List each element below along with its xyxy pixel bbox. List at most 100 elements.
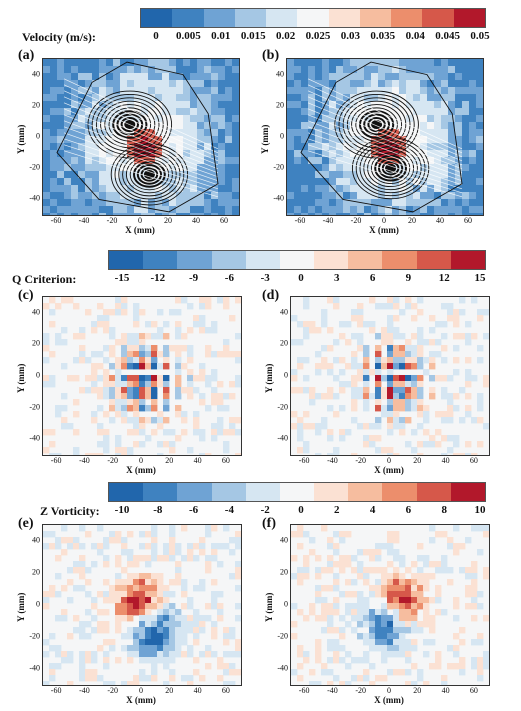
velocity-cell — [225, 150, 233, 158]
velocity-cell — [71, 101, 79, 109]
field-cell — [205, 645, 212, 652]
colorbar-tick-label: 6 — [405, 504, 412, 516]
velocity-cell — [176, 199, 184, 207]
velocity-cell — [420, 178, 428, 186]
field-cell — [417, 567, 424, 574]
velocity-cell — [434, 171, 442, 179]
velocity-cell — [392, 122, 400, 130]
field-cell — [115, 621, 122, 628]
field-cell — [115, 441, 122, 448]
velocity-cell — [183, 192, 191, 200]
velocity-cell — [350, 108, 358, 116]
velocity-cell — [148, 66, 156, 74]
x-tick-label: -60 — [50, 686, 62, 695]
field-cell — [369, 681, 376, 685]
field-cell — [151, 345, 158, 352]
velocity-cell — [476, 206, 483, 214]
field-cell — [157, 609, 164, 616]
velocity-cell — [225, 171, 233, 179]
velocity-cell — [211, 101, 219, 109]
field-cell — [73, 357, 80, 364]
field-cell — [465, 381, 472, 388]
field-cell — [163, 591, 170, 598]
velocity-cell — [197, 129, 205, 137]
field-cell — [363, 399, 370, 406]
field-cell — [157, 579, 164, 586]
velocity-cell — [392, 185, 400, 193]
field-cell — [55, 573, 62, 580]
velocity-cell — [329, 199, 337, 207]
velocity-cell — [57, 143, 65, 151]
velocity-cell — [455, 129, 463, 137]
velocity-cell — [392, 59, 400, 67]
field-cell — [43, 381, 50, 388]
field-cell — [139, 627, 146, 634]
velocity-cell — [434, 199, 442, 207]
field-cell — [103, 543, 110, 550]
field-cell — [85, 453, 92, 455]
field-cell — [181, 675, 188, 682]
field-cell — [163, 351, 170, 358]
field-cell — [315, 585, 322, 592]
field-cell — [145, 333, 152, 340]
field-cell — [333, 411, 340, 418]
field-cell — [423, 417, 430, 424]
field-cell — [211, 399, 218, 406]
field-cell — [43, 681, 50, 685]
field-cell — [145, 633, 152, 640]
velocity-cell — [106, 213, 114, 215]
field-cell — [151, 387, 158, 394]
field-cell — [333, 579, 340, 586]
y-axis-label: Y (mm) — [260, 124, 270, 154]
field-cell — [471, 597, 478, 604]
velocity-cell — [106, 80, 114, 88]
field-cell — [157, 555, 164, 562]
velocity-cell — [92, 199, 100, 207]
velocity-cell — [336, 199, 344, 207]
field-cell — [303, 531, 310, 538]
velocity-cell — [413, 199, 421, 207]
field-cell — [169, 657, 176, 664]
field-cell — [423, 357, 430, 364]
velocity-cell — [364, 192, 372, 200]
field-cell — [217, 609, 224, 616]
velocity-cell — [57, 150, 65, 158]
velocity-cell — [399, 87, 407, 95]
streamline — [118, 149, 181, 200]
velocity-cell — [413, 115, 421, 123]
velocity-cell — [232, 108, 239, 116]
velocity-cell — [406, 157, 414, 165]
field-cell — [121, 375, 128, 382]
field-cell — [405, 657, 412, 664]
y-tick-label: 20 — [32, 567, 40, 577]
x-tick-label: 20 — [165, 686, 174, 695]
field-cell — [435, 411, 442, 418]
field-cell — [369, 585, 376, 592]
velocity-cell — [134, 59, 142, 67]
field-cell — [109, 645, 116, 652]
field-cell — [139, 621, 146, 628]
field-cell — [175, 651, 182, 658]
field-cell — [423, 411, 430, 418]
colorbar-tick-label: 0.01 — [211, 30, 231, 42]
velocity-cell — [336, 206, 344, 214]
field-cell — [67, 375, 74, 382]
field-cell — [375, 345, 382, 352]
field-cell — [139, 657, 146, 664]
field-cell — [447, 309, 454, 316]
field-cell — [393, 387, 400, 394]
velocity-cell — [162, 73, 170, 81]
velocity-cell — [448, 66, 456, 74]
field-cell — [133, 375, 140, 382]
field-cell — [235, 585, 241, 592]
field-cell — [387, 393, 394, 400]
velocity-cell — [322, 59, 330, 67]
velocity-cell — [169, 66, 177, 74]
velocity-cell — [64, 129, 72, 137]
field-cell — [333, 297, 340, 304]
field-cell — [169, 525, 176, 532]
field-cell — [211, 603, 218, 610]
field-cell — [405, 585, 412, 592]
velocity-cell — [50, 66, 58, 74]
velocity-cell — [113, 136, 121, 144]
